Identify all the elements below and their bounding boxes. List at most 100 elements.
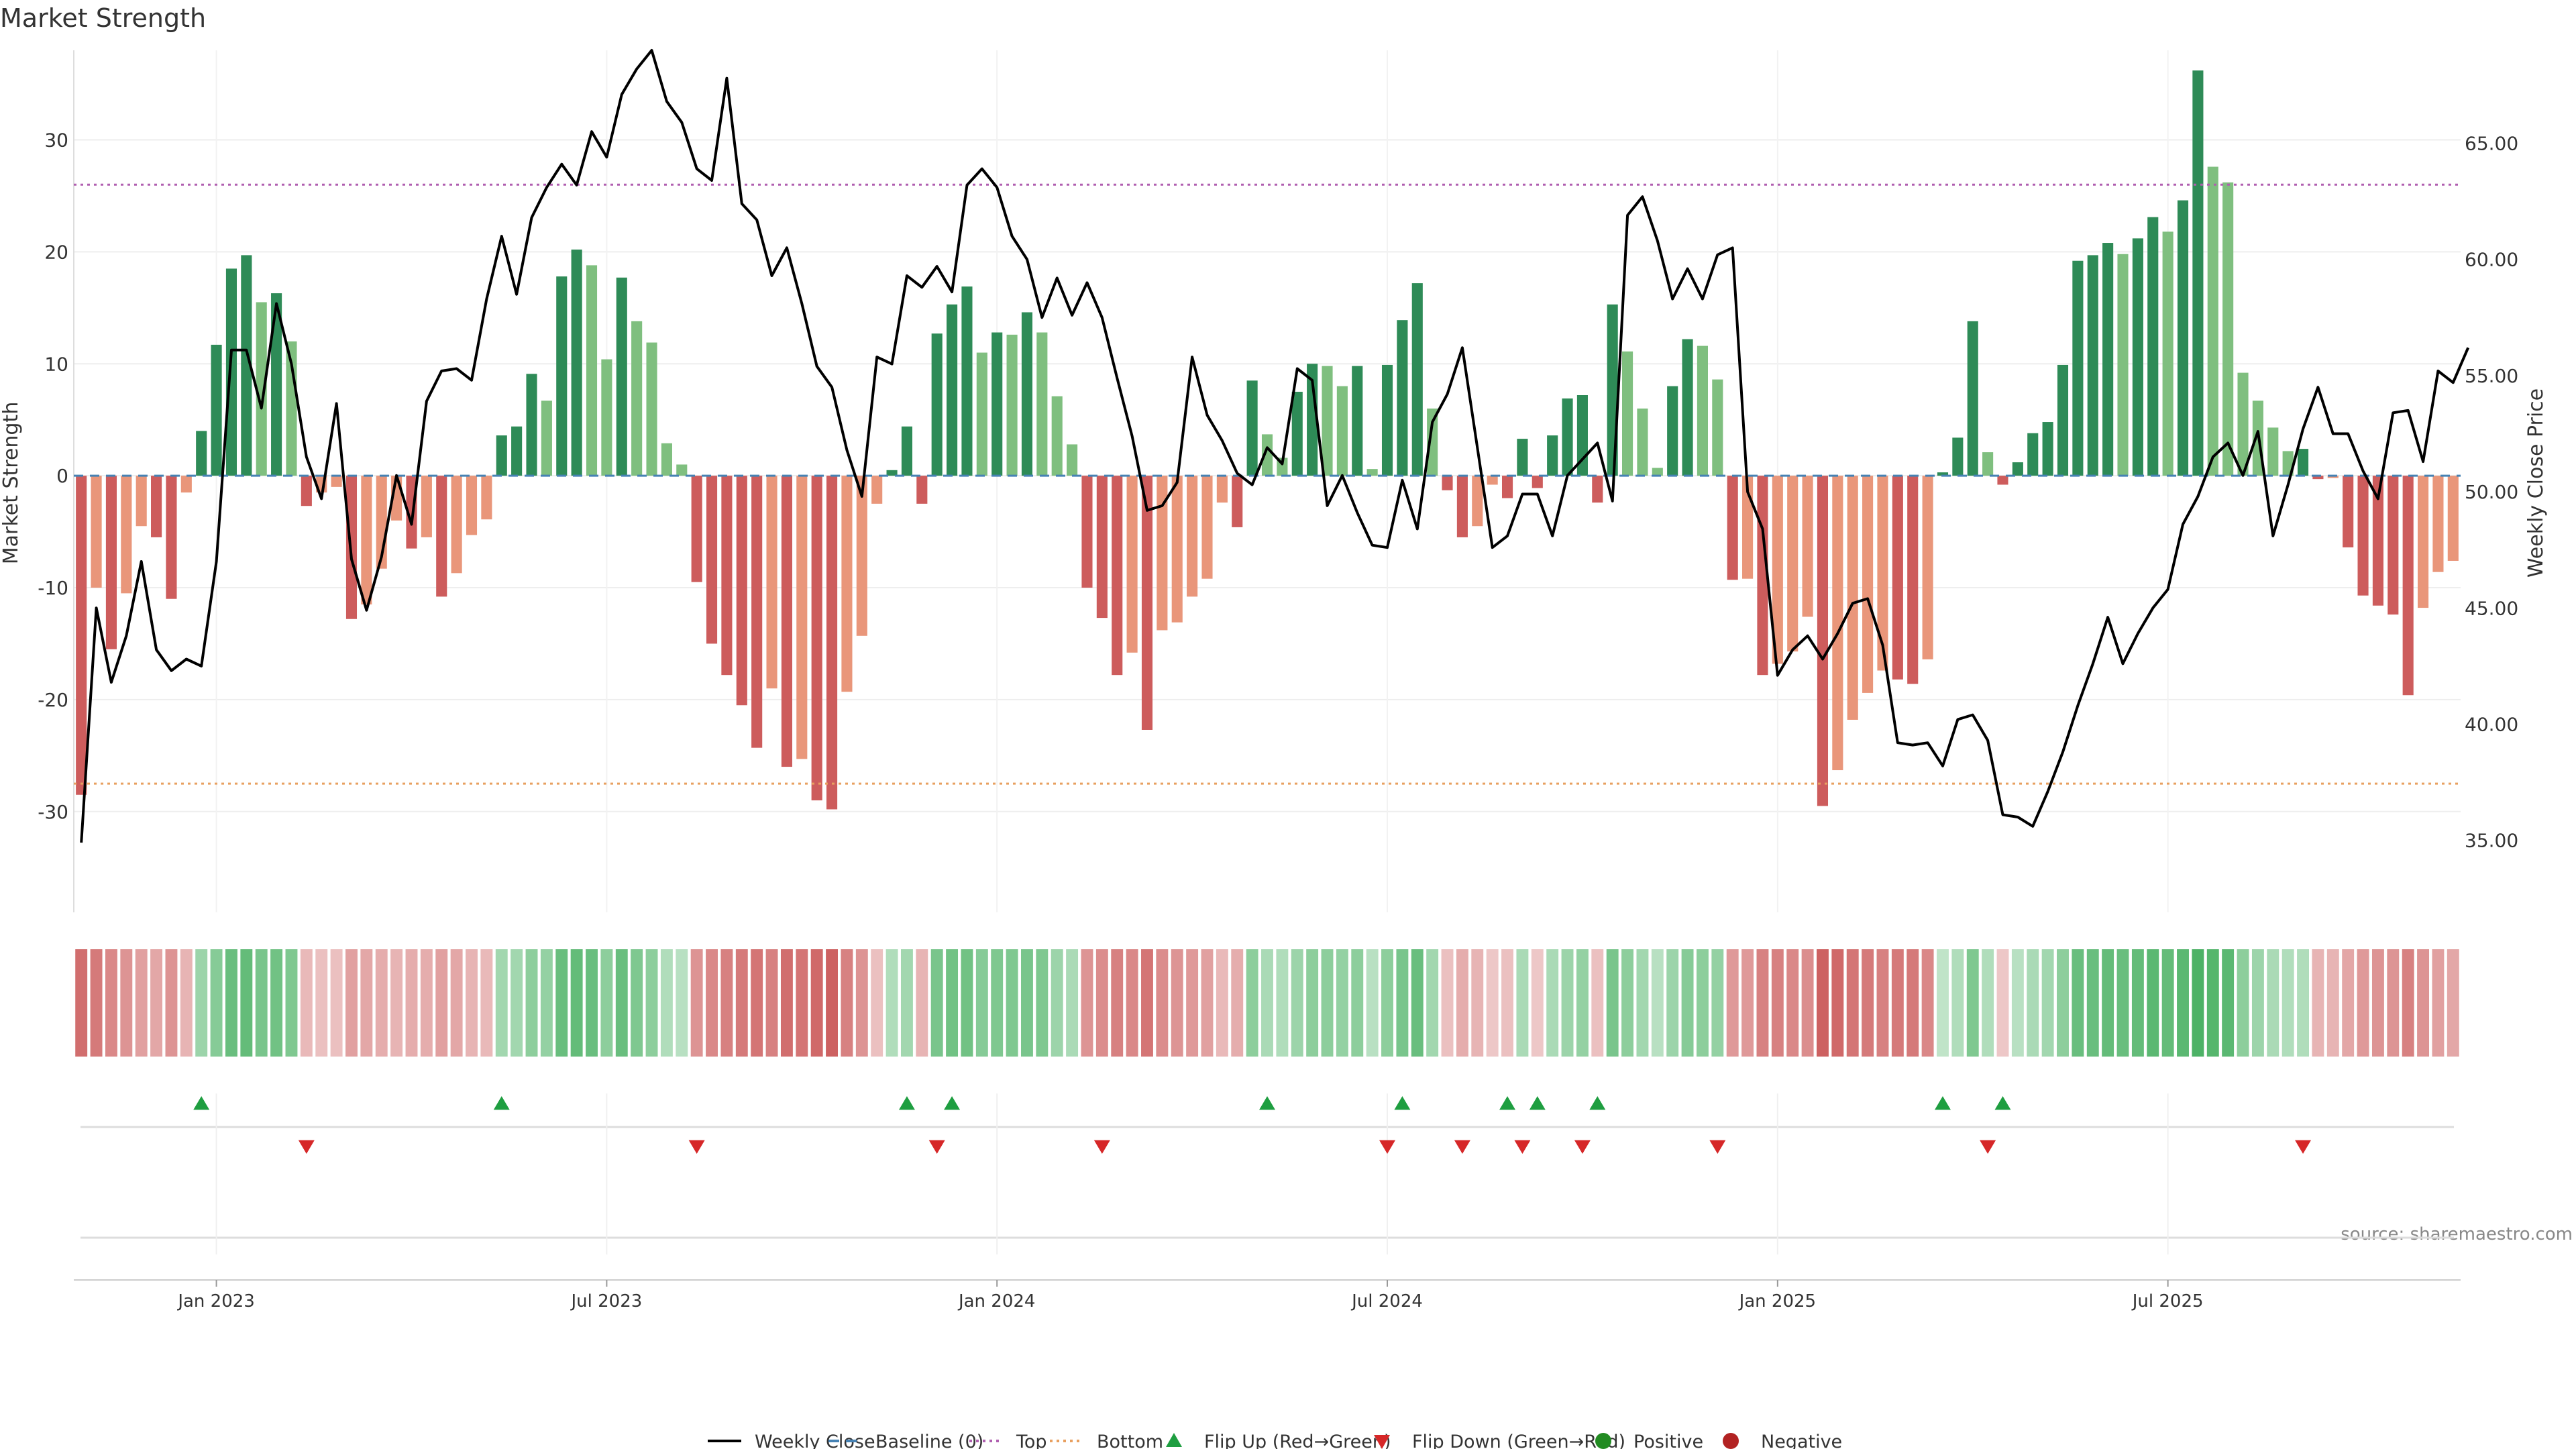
strength-bar bbox=[1157, 476, 1168, 631]
flip-markers bbox=[80, 1093, 2454, 1254]
heat-cell bbox=[1021, 949, 1033, 1057]
heat-cell bbox=[495, 949, 508, 1057]
heat-cell bbox=[1171, 949, 1183, 1057]
strength-bar bbox=[601, 359, 612, 476]
strength-bar bbox=[1982, 452, 1994, 476]
strength-bar bbox=[856, 476, 867, 636]
heat-cell bbox=[1351, 949, 1364, 1057]
heat-cell bbox=[390, 949, 403, 1057]
strength-bar bbox=[2418, 476, 2429, 608]
strength-bar bbox=[841, 476, 853, 692]
flip-down-marker bbox=[1514, 1140, 1531, 1154]
strength-bar bbox=[706, 476, 718, 644]
heat-cell bbox=[1291, 949, 1303, 1057]
strength-bar bbox=[1967, 321, 1978, 476]
strength-bar bbox=[871, 476, 883, 504]
legend-label-baseline: Baseline (0) bbox=[875, 1432, 983, 1449]
strength-bar bbox=[1532, 476, 1543, 488]
strength-bar bbox=[1922, 476, 1933, 659]
strength-bar bbox=[451, 476, 462, 574]
strength-bar bbox=[1547, 435, 1558, 476]
reference-lines bbox=[74, 183, 2461, 785]
heat-cell bbox=[1111, 949, 1124, 1057]
heat-cell bbox=[1095, 949, 1108, 1057]
heat-cell bbox=[225, 949, 237, 1057]
heat-cell bbox=[150, 949, 163, 1057]
strength-bar bbox=[2447, 476, 2459, 561]
y2-tick-label: 40.00 bbox=[2465, 713, 2518, 735]
strength-bar bbox=[496, 435, 507, 476]
heat-cell bbox=[2402, 949, 2414, 1057]
heat-cell bbox=[1381, 949, 1393, 1057]
heat-cell bbox=[1456, 949, 1468, 1057]
flip-up-marker bbox=[898, 1096, 915, 1110]
heat-cell bbox=[435, 949, 448, 1057]
legend-label-negative: Negative bbox=[1761, 1432, 1842, 1449]
flip-down-marker bbox=[688, 1140, 705, 1154]
strength-bar bbox=[1427, 409, 1438, 476]
x-tick-label: Jul 2025 bbox=[2131, 1291, 2204, 1311]
axes: -30 -20 -10 0 10 20 30 35.00 40.00 45.00 50.00 55.0… bbox=[38, 50, 2518, 912]
strength-bars bbox=[76, 70, 2459, 810]
x-tick-label: Jan 2025 bbox=[1738, 1291, 1817, 1311]
strength-bar bbox=[180, 476, 192, 493]
legend: Weekly Close Baseline (0) Top Bottom Flip Up… bbox=[708, 1432, 1842, 1449]
heat-cell bbox=[1201, 949, 1214, 1057]
heat-cell bbox=[2086, 949, 2099, 1057]
heat-cell bbox=[946, 949, 959, 1057]
heat-cell bbox=[780, 949, 793, 1057]
strength-bar bbox=[2432, 476, 2444, 572]
strength-bar bbox=[241, 255, 252, 476]
heat-cell bbox=[90, 949, 103, 1057]
strength-bar bbox=[1036, 332, 1048, 476]
legend-label-bottom: Bottom bbox=[1097, 1432, 1163, 1449]
strength-bar bbox=[721, 476, 733, 676]
heat-cell bbox=[555, 949, 568, 1057]
heat-cell bbox=[2432, 949, 2445, 1057]
heat-cell bbox=[1907, 949, 1919, 1057]
legend-label-flip-up: Flip Up (Red→Green) bbox=[1204, 1432, 1391, 1449]
heat-cell bbox=[2192, 949, 2204, 1057]
x-tick-label: Jan 2024 bbox=[957, 1291, 1036, 1311]
strength-bar bbox=[751, 476, 763, 748]
heat-cell bbox=[255, 949, 268, 1057]
heat-cell bbox=[975, 949, 988, 1057]
heat-cell bbox=[1666, 949, 1679, 1057]
strength-bar bbox=[2132, 238, 2143, 476]
strength-bar bbox=[2282, 451, 2294, 476]
strength-bar bbox=[481, 476, 492, 520]
x-tick-label: Jul 2023 bbox=[570, 1291, 642, 1311]
strength-bar bbox=[211, 344, 222, 476]
heat-cell bbox=[105, 949, 117, 1057]
weekly-close-line bbox=[80, 49, 2470, 843]
heat-cell bbox=[615, 949, 628, 1057]
strength-bar bbox=[1081, 476, 1093, 588]
strength-bar bbox=[2102, 243, 2114, 476]
heat-cell bbox=[961, 949, 973, 1057]
y-tick-label: -10 bbox=[38, 577, 68, 599]
heat-cell bbox=[180, 949, 193, 1057]
heat-cell bbox=[631, 949, 643, 1057]
legend-symbol-flip-up bbox=[1166, 1433, 1182, 1447]
heat-cell bbox=[900, 949, 913, 1057]
heat-cell bbox=[480, 949, 493, 1057]
heat-cell bbox=[1937, 949, 1949, 1057]
y2-tick-label: 45.00 bbox=[2465, 597, 2518, 619]
heat-cell bbox=[1966, 949, 1979, 1057]
strength-bar bbox=[2267, 427, 2279, 476]
strength-bar bbox=[1802, 476, 1813, 617]
strength-bar bbox=[1336, 386, 1348, 476]
heat-cell bbox=[586, 949, 598, 1057]
heat-cell bbox=[1366, 949, 1379, 1057]
strength-bar bbox=[2162, 231, 2174, 476]
heat-cell bbox=[1846, 949, 1859, 1057]
strength-bar bbox=[1517, 439, 1528, 476]
heat-cell bbox=[1561, 949, 1574, 1057]
y2-axis-label: Weekly Close Price bbox=[2524, 388, 2548, 578]
legend-symbol-negative bbox=[1723, 1433, 1739, 1449]
y2-tick-label: 35.00 bbox=[2465, 830, 2518, 852]
flip-up-marker bbox=[1394, 1096, 1411, 1110]
strength-bar bbox=[1352, 366, 1363, 476]
heat-cell bbox=[660, 949, 673, 1057]
strength-bar bbox=[616, 277, 627, 476]
